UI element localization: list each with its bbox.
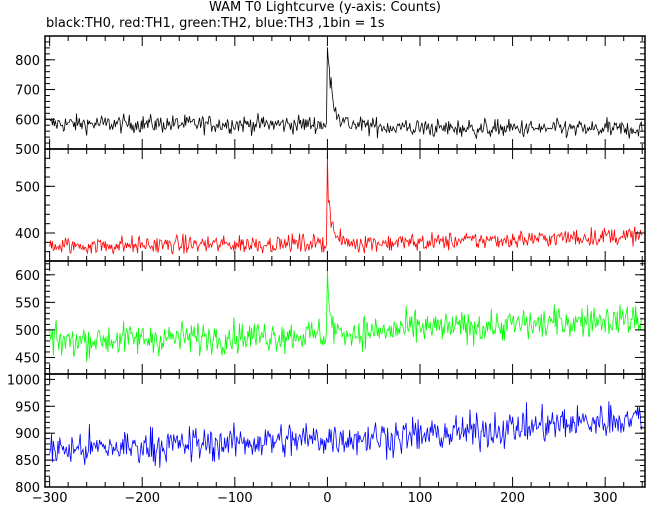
y-tick-label-TH3: 900 <box>15 427 40 442</box>
y-tick-label-TH3: 850 <box>15 454 40 469</box>
chart-title: WAM T0 Lightcurve (y-axis: Counts) <box>209 0 441 15</box>
series-line-TH3 <box>49 401 643 468</box>
y-tick-label-TH3: 950 <box>15 400 40 415</box>
chart-subtitle: black:TH0, red:TH1, green:TH2, blue:TH3 … <box>46 16 385 31</box>
series-line-TH2 <box>49 269 643 363</box>
x-tick-label: −200 <box>124 491 160 505</box>
y-tick-label-TH1: 500 <box>15 180 40 195</box>
y-tick-label-TH2: 450 <box>15 351 40 366</box>
y-tick-label-TH3: 1000 <box>7 373 40 388</box>
series-line-TH0 <box>49 47 643 139</box>
y-tick-label-TH2: 600 <box>15 269 40 284</box>
y-tick-label-TH1: 400 <box>15 227 40 242</box>
y-tick-label-TH2: 550 <box>15 296 40 311</box>
y-tick-label-TH0: 700 <box>15 84 40 99</box>
y-tick-label-TH2: 500 <box>15 324 40 339</box>
y-tick-label-TH0: 800 <box>15 54 40 69</box>
series-line-TH1 <box>49 153 643 255</box>
x-tick-label: −100 <box>217 491 253 505</box>
x-tick-label: 200 <box>500 491 525 505</box>
y-tick-label-TH0: 600 <box>15 113 40 128</box>
y-tick-label-TH3: 800 <box>15 481 40 496</box>
panel-frame-TH0 <box>44 35 646 150</box>
x-tick-label: 0 <box>323 491 331 505</box>
x-tick-label: 100 <box>408 491 433 505</box>
panel-frame-TH3 <box>44 373 646 488</box>
x-tick-label: 300 <box>593 491 618 505</box>
y-tick-label-TH0: 500 <box>15 143 40 158</box>
x-tick-label: −300 <box>32 491 68 505</box>
